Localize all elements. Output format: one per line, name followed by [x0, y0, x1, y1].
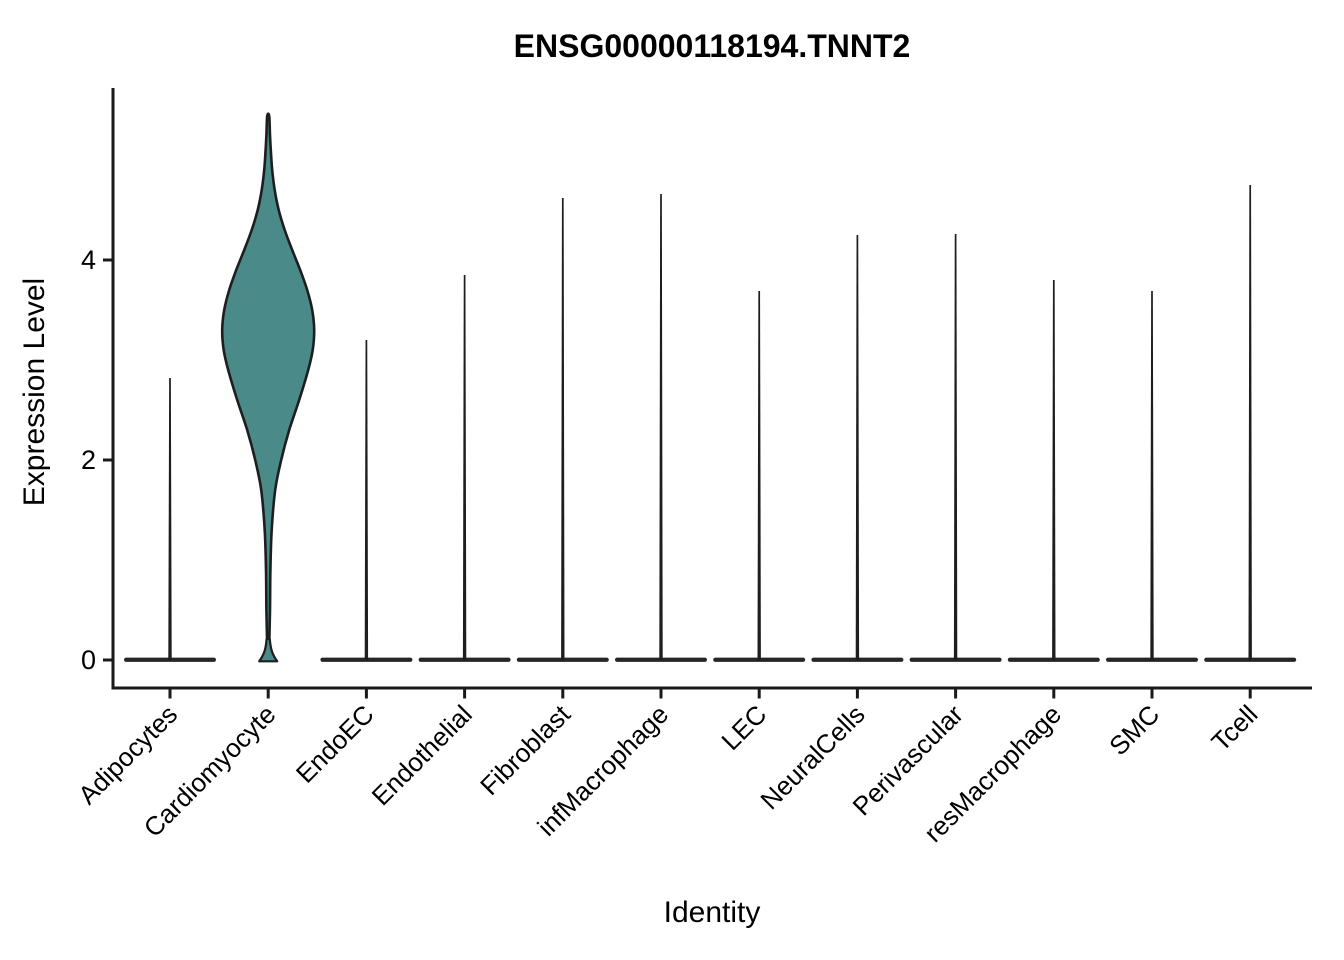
violin-spike-Tcell — [1248, 185, 1252, 661]
violin-spike-NeuralCells — [855, 235, 860, 661]
y-tick-label-2: 2 — [81, 445, 96, 475]
violin-base-blob-Cardiomyocyte — [258, 637, 279, 663]
x-category-label-Endothelial: Endothelial — [366, 699, 478, 811]
violin-body-Cardiomyocyte — [220, 112, 316, 640]
chart-title: ENSG00000118194.TNNT2 — [514, 28, 911, 64]
x-category-label-LEC: LEC — [715, 699, 772, 756]
x-axis-label: Identity — [664, 896, 761, 929]
x-category-label-SMC: SMC — [1103, 699, 1165, 761]
y-tick-label-0: 0 — [81, 645, 96, 675]
y-axis-label: Expression Level — [18, 278, 51, 506]
x-tick-group — [168, 689, 1252, 699]
y-tick-label-4: 4 — [81, 245, 96, 275]
violin-group — [124, 112, 1297, 663]
violin-spike-Adipocytes — [168, 378, 172, 661]
violin-spike-EndoEC — [364, 340, 369, 661]
x-category-label-Tcell: Tcell — [1205, 699, 1263, 757]
x-category-label-EndoEC: EndoEC — [290, 699, 380, 789]
violin-spike-LEC — [757, 291, 761, 661]
violin-spike-SMC — [1150, 291, 1154, 661]
violin-spike-Fibroblast — [561, 198, 565, 661]
x-category-label-Fibroblast: Fibroblast — [474, 698, 576, 800]
violin-spike-Perivascular — [953, 234, 958, 661]
violin-spike-Endothelial — [462, 275, 467, 661]
violin-spike-infMacrophage — [659, 194, 663, 661]
violin-spike-resMacrophage — [1052, 280, 1056, 661]
